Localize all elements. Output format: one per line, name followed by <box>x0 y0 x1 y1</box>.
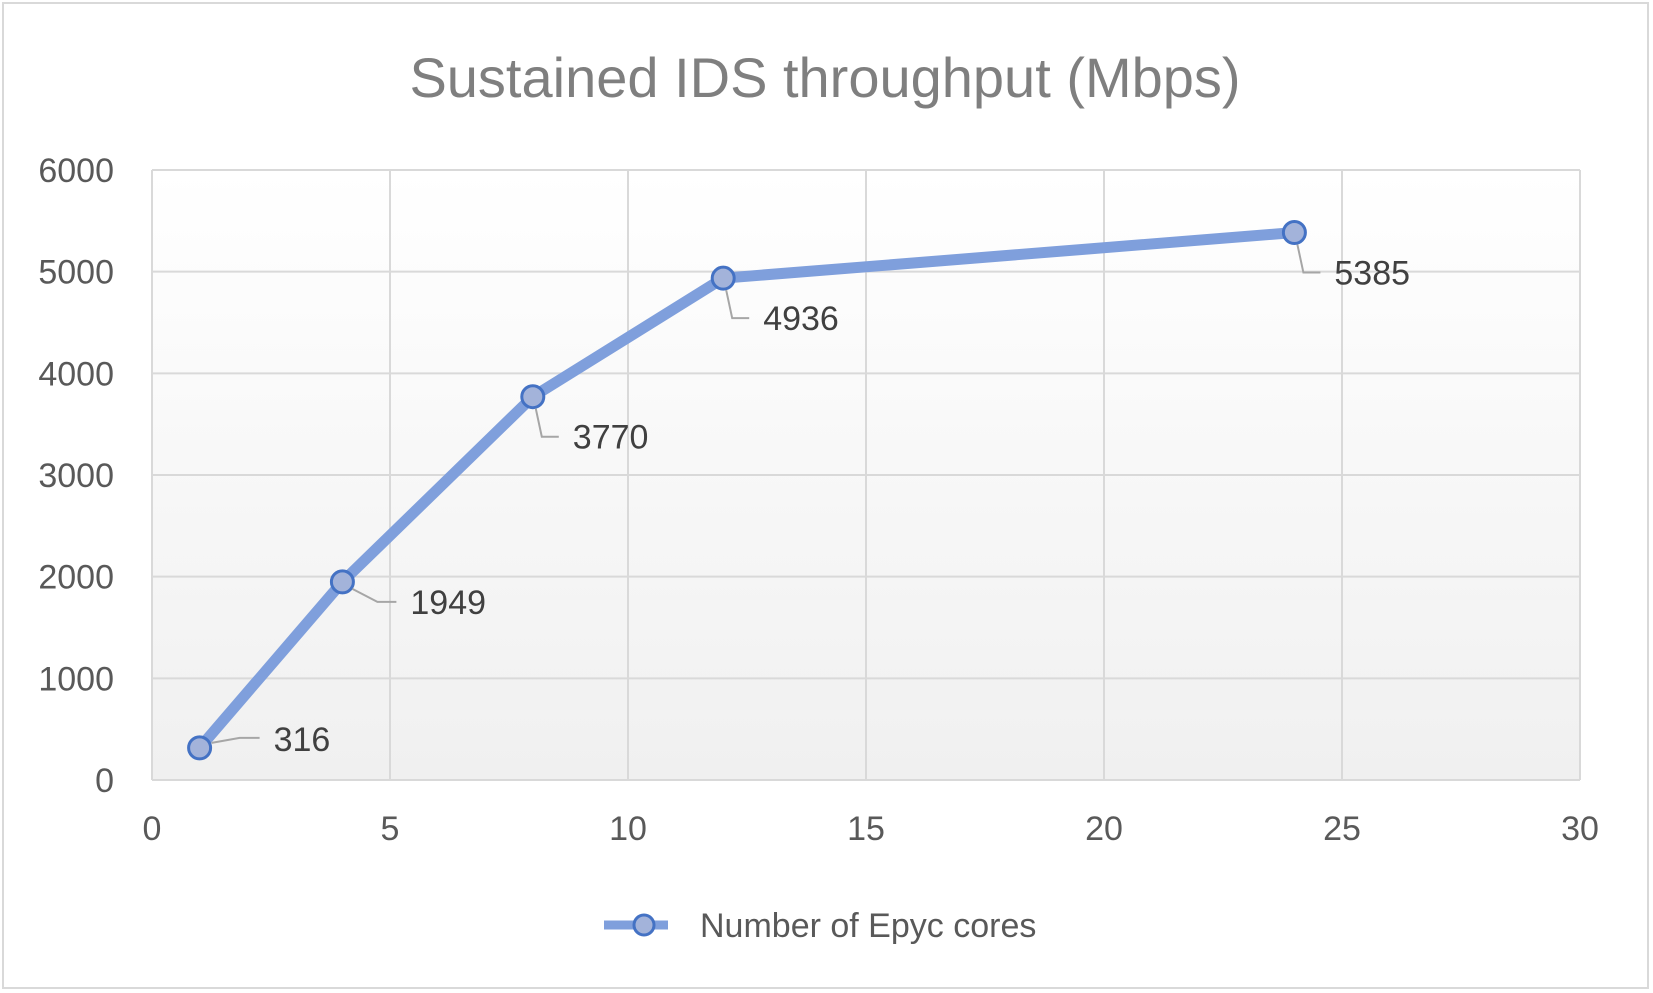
y-tick-label: 4000 <box>38 355 114 393</box>
data-point-marker <box>329 569 355 595</box>
y-tick-label: 0 <box>95 762 114 800</box>
data-label-leader-line <box>534 408 559 438</box>
x-tick-label: 30 <box>1561 810 1599 848</box>
legend-marker-swatch <box>632 913 656 937</box>
data-label: 1949 <box>410 584 486 622</box>
y-tick-label: 3000 <box>38 457 114 495</box>
y-tick-label: 2000 <box>38 559 114 597</box>
x-tick-label: 20 <box>1085 810 1123 848</box>
grid-lines <box>151 169 1581 781</box>
data-label: 4936 <box>763 300 839 338</box>
data-point-marker <box>187 735 213 761</box>
y-tick-label: 5000 <box>38 254 114 292</box>
data-point-marker <box>710 265 736 291</box>
data-label-leader-line <box>725 289 750 320</box>
data-point-marker <box>520 384 546 410</box>
y-tick-label: 1000 <box>38 660 114 698</box>
x-tick-label: 0 <box>143 810 162 848</box>
x-tick-label: 5 <box>381 810 400 848</box>
data-point-marker <box>1281 220 1307 246</box>
data-labels: 316 1949 3770 4936 5385 <box>211 244 1410 759</box>
data-label-leader-line <box>211 736 260 744</box>
x-tick-label: 15 <box>847 810 885 848</box>
legend: Number of Epyc cores <box>604 907 1036 945</box>
data-label: 316 <box>274 721 331 759</box>
axis-tick-labels: 0 5 10 15 20 25 30 0 1000 2000 3000 4000 5000 6000 <box>38 152 1599 848</box>
data-series <box>187 220 1307 761</box>
x-tick-label: 25 <box>1323 810 1361 848</box>
data-label: 3770 <box>573 419 649 457</box>
legend-series-name: Number of Epyc cores <box>700 907 1036 945</box>
data-label: 5385 <box>1334 255 1410 293</box>
x-tick-label: 10 <box>609 810 647 848</box>
data-label-leader-line <box>351 587 397 603</box>
data-label-leader-line <box>1296 244 1321 274</box>
chart-title: Sustained IDS throughput (Mbps) <box>409 46 1240 109</box>
y-tick-label: 6000 <box>38 152 114 190</box>
